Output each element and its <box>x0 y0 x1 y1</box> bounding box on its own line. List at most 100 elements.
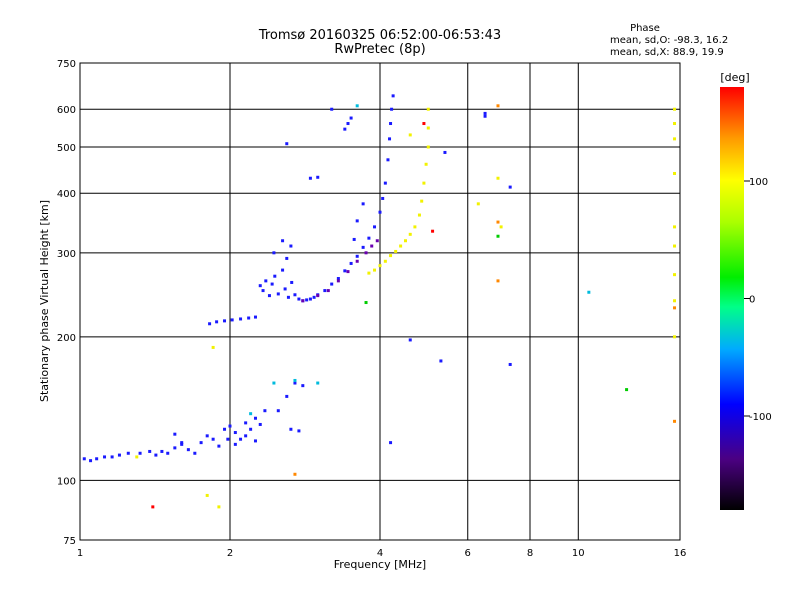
data-point <box>352 237 356 241</box>
data-point <box>483 114 487 118</box>
data-point <box>316 381 320 385</box>
data-point <box>205 493 209 497</box>
data-point <box>223 427 227 431</box>
data-point <box>625 388 629 392</box>
data-point <box>226 437 230 441</box>
data-point <box>117 453 121 457</box>
data-point <box>330 107 334 111</box>
colorbar-tick-label: 100 <box>749 177 768 188</box>
stats-header: Phase <box>630 23 660 34</box>
data-point <box>388 137 392 141</box>
data-point <box>272 251 276 255</box>
data-point <box>426 126 430 130</box>
data-point <box>355 104 359 108</box>
data-point <box>673 171 677 175</box>
data-point <box>346 122 350 126</box>
data-point <box>422 181 426 185</box>
data-point <box>673 122 677 126</box>
data-point <box>346 270 350 274</box>
data-point <box>316 294 320 298</box>
data-point <box>258 284 262 288</box>
data-point <box>293 378 297 382</box>
data-point <box>217 444 221 448</box>
x-tick-label: 4 <box>377 548 383 559</box>
data-point <box>420 199 424 203</box>
chart-title: Tromsø 20160325 06:52:00-06:53:43 <box>258 28 501 43</box>
y-tick-label: 300 <box>57 249 76 260</box>
data-point <box>217 505 221 509</box>
data-point <box>180 442 184 446</box>
data-point <box>422 122 426 126</box>
data-point <box>208 322 212 326</box>
data-point <box>82 457 86 461</box>
data-point <box>173 432 177 436</box>
y-tick-label: 750 <box>57 59 76 70</box>
colorbar-ticks: 100 0 -100 <box>744 177 772 423</box>
colorbar-tick-label: 0 <box>749 295 755 306</box>
data-point <box>289 427 293 431</box>
data-point <box>378 210 382 214</box>
data-point <box>326 289 330 293</box>
data-point <box>673 335 677 339</box>
colorbar-label: [deg] <box>720 71 749 84</box>
data-point <box>263 409 267 413</box>
data-point <box>408 133 412 137</box>
data-point <box>233 431 237 435</box>
data-point <box>285 256 289 260</box>
data-point <box>673 107 677 111</box>
data-point <box>403 239 407 243</box>
data-point <box>673 299 677 303</box>
data-point <box>253 416 257 420</box>
stats-o-mode: mean, sd,O: -98.3, 16.2 <box>610 35 728 46</box>
data-point <box>389 441 393 445</box>
data-point <box>587 290 591 294</box>
data-point <box>261 289 265 293</box>
y-tick-label: 600 <box>57 105 76 116</box>
data-point <box>336 279 340 283</box>
colorbar <box>720 87 744 510</box>
x-tick-label: 16 <box>674 548 687 559</box>
data-point <box>186 448 190 452</box>
data-point <box>293 293 297 297</box>
data-point <box>180 441 184 445</box>
data-point <box>258 422 262 426</box>
data-point <box>426 145 430 149</box>
data-point <box>673 137 677 141</box>
data-point <box>496 234 500 238</box>
data-point <box>361 202 365 206</box>
data-point <box>443 150 447 154</box>
data-point <box>281 268 285 272</box>
data-point <box>476 202 480 206</box>
data-point <box>89 459 93 463</box>
data-point <box>308 176 312 180</box>
data-point <box>230 318 234 322</box>
data-point <box>290 280 294 284</box>
data-point <box>211 437 215 441</box>
data-point <box>247 316 251 320</box>
y-tick-label: 100 <box>57 476 76 487</box>
data-point <box>316 175 320 179</box>
plot-frame <box>79 62 681 541</box>
data-point <box>417 213 421 217</box>
data-point <box>483 111 487 115</box>
data-point <box>496 279 500 283</box>
data-point <box>285 394 289 398</box>
data-point <box>293 472 297 476</box>
data-point <box>110 455 114 459</box>
y-tick-label: 200 <box>57 333 76 344</box>
data-point <box>496 220 500 224</box>
data-point <box>364 251 368 255</box>
data-point <box>138 451 142 455</box>
y-axis-label: Stationary phase Virtual Height [km] <box>38 200 51 402</box>
data-point <box>293 381 297 385</box>
data-point <box>103 455 107 459</box>
data-point <box>399 244 403 248</box>
data-point <box>394 249 398 253</box>
data-point <box>373 268 377 272</box>
data-point <box>239 317 243 321</box>
data-point <box>361 245 365 249</box>
data-point <box>673 306 677 310</box>
chart-subtitle: RwPretec (8p) <box>334 42 425 57</box>
data-point <box>508 362 512 366</box>
data-point <box>270 282 274 286</box>
